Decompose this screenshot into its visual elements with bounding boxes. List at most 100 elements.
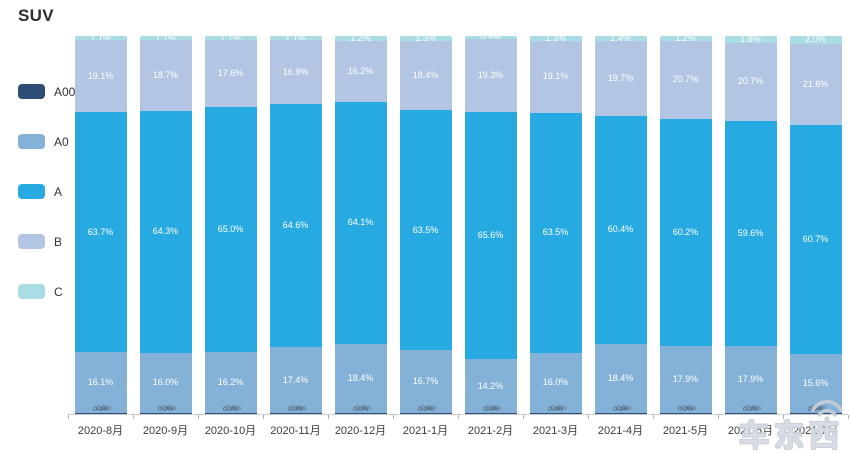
x-tick-label: 2020-12月 (334, 425, 387, 437)
axis-tick (327, 415, 329, 419)
bar-slot: 1.2% 20.7% 60.2% 17.9% 0.0% 0.0% (653, 33, 718, 414)
axis-tick (458, 415, 459, 419)
axis-tick (523, 415, 524, 419)
segment-B: 19.1% (74, 40, 127, 113)
segment-label-C: 1.2% (350, 32, 371, 43)
x-tick-label: 2021-7月 (792, 425, 839, 437)
segment-label-C: 1.3% (415, 32, 436, 43)
segment-C: 2.0% (789, 34, 842, 45)
stacked-bar-2020-10月: 1.1% 17.6% 65.0% 16.2% 0.0% 0.0% (204, 32, 257, 414)
segment-A: 64.3% (139, 110, 192, 353)
bar-slot: 1.1% 18.7% 64.3% 16.0% 0.0% 0.0% (133, 32, 198, 414)
segment-label-A0: 18.4% (607, 372, 634, 383)
bar-slot: 1.3% 18.4% 63.5% 16.7% 0.0% 0.0% (393, 32, 458, 415)
axis-tick (68, 415, 69, 419)
segment-B: 21.6% (789, 43, 842, 126)
legend-item-B: B (18, 234, 75, 249)
x-axis (68, 414, 849, 419)
segment-A00 (399, 413, 452, 415)
bar-slot: 2.0% 21.6% 60.7% 15.6% 0.0% 0.0% (783, 34, 848, 414)
bar-slot: 1.1% 17.6% 65.0% 16.2% 0.0% 0.0% (198, 32, 263, 414)
legend-label-A0: A0 (54, 134, 69, 149)
legend-swatch-A0 (18, 134, 45, 149)
segment-label-A00: 0.0% 0.0% (158, 404, 176, 413)
segment-label-A00: 0.0% 0.0% (353, 404, 371, 413)
legend-item-A0: A0 (18, 134, 75, 149)
segment-label-C: 1.1% (220, 32, 241, 43)
segment-B: 18.4% (399, 40, 452, 111)
segment-C: 1.1% (269, 33, 322, 42)
stacked-bar-2020-11月: 1.1% 16.9% 64.6% 17.4% 0.0% 0.0% (269, 33, 322, 414)
segment-label-B: 20.7% (672, 74, 699, 85)
segment-B: 16.9% (269, 40, 322, 104)
x-tick-label: 2020-8月 (77, 425, 124, 437)
x-tick-label: 2021-5月 (662, 425, 709, 437)
bar-slot: 1.2% 16.2% 64.1% 18.4% 0.0% 0.0% (328, 32, 393, 415)
segment-label-C: 0.9% (480, 32, 501, 43)
segment-A00 (789, 413, 842, 414)
plot-area: 1.1% 19.1% 63.7% 16.1% 0.0% 0.0% 1.1% 18.7% 64.3… (68, 32, 849, 438)
segment-label-B: 16.9% (282, 66, 309, 77)
axis-tick (848, 415, 849, 419)
segment-label-A0: 15.6% (802, 378, 829, 389)
segment-label-A: 63.7% (87, 226, 114, 237)
x-tick-label: 2021-3月 (532, 425, 579, 437)
segment-label-C: 1.1% (155, 32, 176, 43)
segment-A0: 16.7% (399, 349, 452, 414)
x-tick-label: 2021-2月 (467, 425, 514, 437)
segment-label-B: 19.1% (87, 70, 114, 81)
segment-C: 1.3% (529, 32, 582, 43)
segment-label-A: 59.6% (737, 227, 764, 238)
segment-label-A: 60.4% (607, 224, 634, 235)
legend-swatch-A00 (18, 84, 45, 99)
segment-A00 (659, 413, 712, 414)
segment-label-B: 19.7% (607, 72, 634, 83)
axis-tick (587, 415, 589, 419)
segment-B: 16.2% (334, 40, 387, 102)
stacked-bar-2021-7月: 2.0% 21.6% 60.7% 15.6% 0.0% 0.0% (789, 34, 842, 414)
segment-B: 18.7% (139, 40, 192, 111)
bar-slot: 1.3% 19.1% 63.5% 16.0% 0.0% 0.0% (523, 32, 588, 414)
segment-B: 19.3% (464, 39, 517, 113)
segment-label-A00: 0.0% 0.0% (483, 404, 501, 413)
segment-label-A: 60.7% (802, 234, 829, 245)
stacked-bar-2021-1月: 1.3% 18.4% 63.5% 16.7% 0.0% 0.0% (399, 32, 452, 415)
segment-A0: 14.2% (464, 359, 517, 413)
legend-label-B: B (54, 234, 63, 249)
segment-A0: 18.4% (334, 343, 387, 414)
axis-tick (393, 415, 394, 419)
bar-slot: 1.1% 16.9% 64.6% 17.4% 0.0% 0.0% (263, 33, 328, 414)
segment-A00 (139, 413, 192, 414)
segment-A0: 17.9% (659, 345, 712, 413)
segment-C: 1.2% (659, 33, 712, 42)
segment-label-A0: 17.9% (737, 373, 764, 384)
segment-A0: 17.9% (724, 345, 777, 413)
segment-label-A00: 0.0% 0.0% (808, 404, 826, 413)
axis-tick (263, 415, 264, 419)
segment-B: 19.1% (529, 40, 582, 113)
segment-A: 63.5% (529, 112, 582, 353)
segment-C: 1.1% (139, 32, 192, 43)
segment-A00 (529, 413, 582, 414)
segment-C: 1.1% (204, 32, 257, 43)
x-tick-label: 2020-10月 (204, 425, 257, 437)
segment-label-A00: 0.0% 0.0% (288, 404, 306, 413)
stacked-bar-2020-12月: 1.2% 16.2% 64.1% 18.4% 0.0% 0.0% (334, 32, 387, 415)
segment-label-A00: 0.0% 0.0% (678, 404, 696, 413)
segment-label-C: 2.0% (805, 34, 826, 45)
stacked-bar-2020-8月: 1.1% 19.1% 63.7% 16.1% 0.0% 0.0% (74, 33, 127, 414)
x-tick-label: 2020-11月 (270, 425, 321, 437)
segment-label-A00: 0.0% 0.0% (743, 404, 761, 413)
segment-label-A00: 0.0% 0.0% (613, 404, 631, 413)
segment-label-A00: 0.0% 0.0% (548, 404, 566, 413)
segment-A: 65.6% (464, 112, 517, 360)
segment-A00 (204, 413, 257, 414)
segment-label-C: 1.3% (545, 32, 566, 43)
segment-A: 60.7% (789, 125, 842, 355)
segment-label-A: 65.6% (477, 230, 504, 241)
segment-label-A: 64.3% (152, 226, 179, 237)
segment-label-B: 20.7% (737, 76, 764, 87)
segment-A: 63.7% (74, 112, 127, 353)
segment-label-A0: 16.2% (217, 376, 244, 387)
segment-A0: 18.4% (594, 343, 647, 413)
